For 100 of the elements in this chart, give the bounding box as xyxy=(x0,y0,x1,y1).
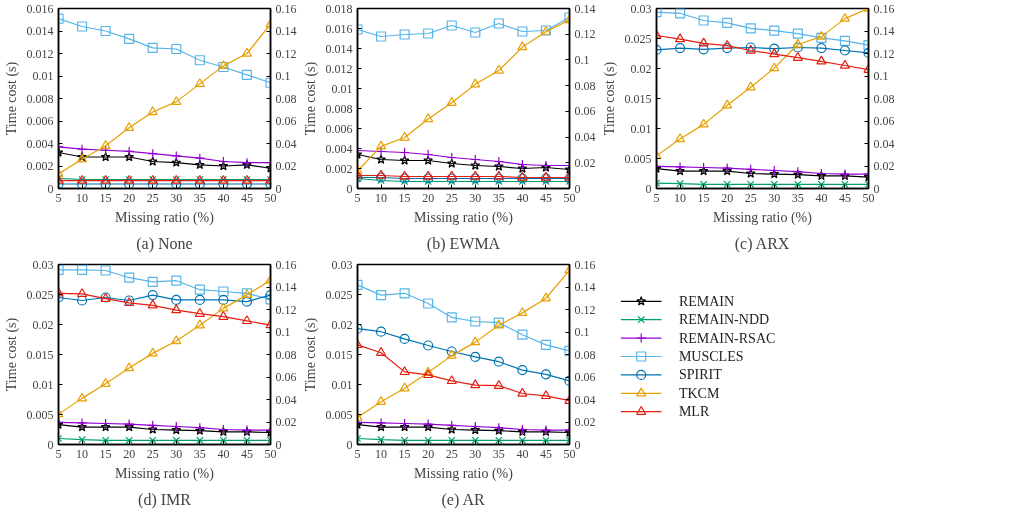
y2-tick-label: 0.14 xyxy=(275,24,297,38)
x-tick-label: 15 xyxy=(99,190,112,205)
y-tick-label: 0.03 xyxy=(32,257,54,272)
x-tick-label: 20 xyxy=(721,190,734,205)
x-axis-title: Missing ratio (%) xyxy=(414,209,514,226)
x-tick-label: 5 xyxy=(354,446,361,461)
text: (d) IMR xyxy=(138,490,192,509)
y-tick-label: 0.005 xyxy=(26,407,54,422)
y-tick-label: 0.015 xyxy=(325,347,353,362)
y2-tick-label: 0.08 xyxy=(574,78,596,93)
y-tick-label: 0.01 xyxy=(331,81,353,96)
x-tick-label: 30 xyxy=(469,446,482,461)
x-tick-label: 10 xyxy=(76,190,89,205)
x-tick-label: 30 xyxy=(469,190,482,205)
x-tick-label: 25 xyxy=(744,190,757,205)
y2-tick-label: 0.02 xyxy=(574,415,596,429)
y-tick-label: 0.012 xyxy=(325,61,353,76)
y2-tick-label: 0.16 xyxy=(275,257,297,272)
x-tick-label: 30 xyxy=(170,190,183,205)
y2-tick-label: 0.08 xyxy=(275,347,297,362)
y-tick-label: 0.006 xyxy=(26,114,54,128)
y2-tick-label: 0.12 xyxy=(275,46,297,61)
y2-tick-label: 0.1 xyxy=(275,325,291,339)
x-tick-label: 20 xyxy=(123,190,136,205)
y2-tick-label: 0.06 xyxy=(275,114,297,128)
y-tick-label: 0.014 xyxy=(26,24,54,38)
x-tick-label: 35 xyxy=(193,190,206,205)
y2-tick-label: 0.02 xyxy=(275,415,297,429)
x-tick-label: 45 xyxy=(240,446,253,461)
y2-tick-label: 0.1 xyxy=(873,69,889,83)
y-tick-label: 0.005 xyxy=(624,151,652,166)
y-tick-label: 0.01 xyxy=(32,69,54,83)
y2-tick-label: 0.04 xyxy=(574,392,596,407)
x-tick-label: 5 xyxy=(354,190,361,205)
x-tick-label: 45 xyxy=(539,190,552,205)
y2-tick-label: 0.04 xyxy=(873,136,895,151)
y2-tick-label: 0.16 xyxy=(574,257,596,272)
y-tick-label: 0.02 xyxy=(630,61,652,76)
x-tick-label: 10 xyxy=(375,190,388,205)
x-tick-label: 20 xyxy=(123,446,136,461)
x-tick-label: 5 xyxy=(55,446,62,461)
y-tick-label: 0.008 xyxy=(26,91,54,106)
y-axis-title: Time cost (s) xyxy=(3,317,20,392)
x-axis-title: Missing ratio (%) xyxy=(115,465,215,482)
x-tick-label: 25 xyxy=(146,190,159,205)
legend-label: REMAIN-NDD xyxy=(678,312,770,328)
x-tick-label: 25 xyxy=(445,190,458,205)
x-tick-label: 5 xyxy=(55,190,62,205)
y-tick-label: 0 xyxy=(47,437,54,452)
y-tick-label: 0.012 xyxy=(26,46,54,61)
legend-label: SPIRIT xyxy=(678,367,723,383)
y-tick-label: 0 xyxy=(645,181,652,196)
y-tick-label: 0.01 xyxy=(331,377,353,392)
x-tick-label: 45 xyxy=(838,190,851,205)
y2-tick-label: 0.1 xyxy=(574,325,590,339)
x-tick-label: 35 xyxy=(193,446,206,461)
x-axis-title: Missing ratio (%) xyxy=(115,209,215,226)
y-tick-label: 0.015 xyxy=(26,347,54,362)
x-tick-label: 15 xyxy=(398,190,411,205)
x-tick-label: 50 xyxy=(264,190,277,205)
x-tick-label: 40 xyxy=(217,446,230,461)
y-tick-label: 0.004 xyxy=(26,136,54,151)
x-tick-label: 15 xyxy=(99,446,112,461)
text: (b) EWMA xyxy=(426,234,501,253)
y2-tick-label: 0.02 xyxy=(873,159,895,173)
x-tick-label: 30 xyxy=(170,446,183,461)
y-tick-label: 0.015 xyxy=(624,91,652,106)
legend-label: MLR xyxy=(678,404,710,420)
x-tick-label: 40 xyxy=(516,446,529,461)
x-tick-label: 5 xyxy=(653,190,660,205)
x-tick-label: 40 xyxy=(516,190,529,205)
y-tick-label: 0.025 xyxy=(26,287,54,302)
y-tick-label: 0.01 xyxy=(32,377,54,392)
y2-tick-label: 0.04 xyxy=(275,136,297,151)
y-tick-label: 0.01 xyxy=(630,121,652,136)
y2-tick-label: 0.1 xyxy=(574,52,590,67)
x-tick-label: 45 xyxy=(539,446,552,461)
y-tick-label: 0.025 xyxy=(624,31,652,46)
x-tick-label: 50 xyxy=(563,446,576,461)
x-tick-label: 25 xyxy=(146,446,159,461)
y2-tick-label: 0.12 xyxy=(275,302,297,317)
x-tick-label: 10 xyxy=(674,190,687,205)
y-tick-label: 0.005 xyxy=(325,407,353,422)
x-axis-title: Missing ratio (%) xyxy=(713,209,813,226)
x-tick-label: 25 xyxy=(445,446,458,461)
x-tick-label: 35 xyxy=(492,190,505,205)
y2-tick-label: 0.02 xyxy=(275,159,297,173)
x-tick-label: 50 xyxy=(264,446,277,461)
y2-tick-label: 0.1 xyxy=(275,69,291,83)
y2-tick-label: 0.08 xyxy=(873,91,895,106)
y2-tick-label: 0.16 xyxy=(275,1,297,16)
y-tick-label: 0.03 xyxy=(331,257,353,272)
y2-tick-label: 0 xyxy=(574,181,581,196)
y-tick-label: 0.02 xyxy=(331,317,353,332)
y-axis-title: Time cost (s) xyxy=(302,61,319,136)
x-tick-label: 40 xyxy=(815,190,828,205)
x-tick-label: 35 xyxy=(492,446,505,461)
y2-tick-label: 0 xyxy=(873,181,880,196)
y-axis-title: Time cost (s) xyxy=(3,61,20,136)
y2-tick-label: 0 xyxy=(275,181,282,196)
